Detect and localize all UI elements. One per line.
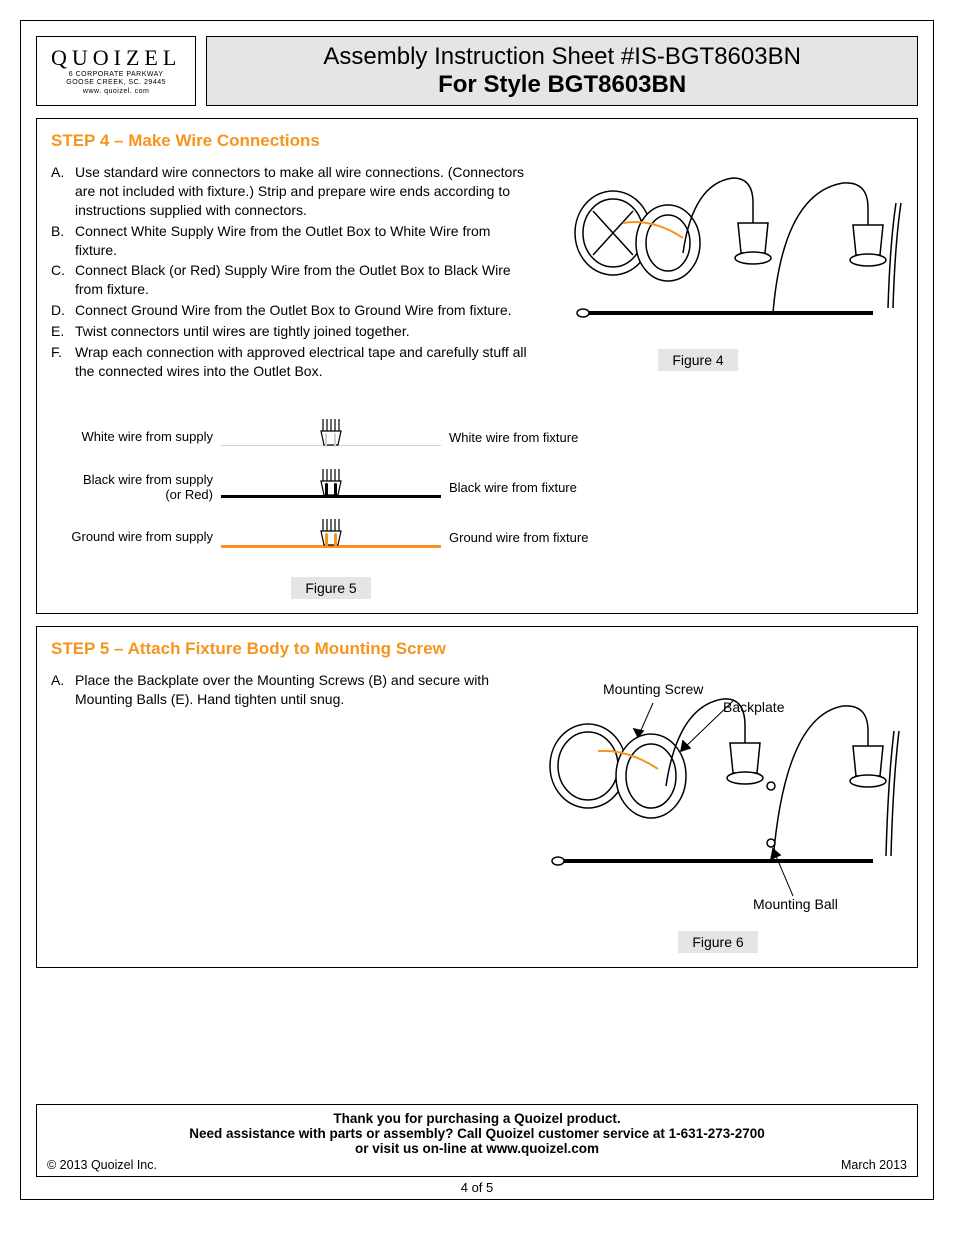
wire-stub: [334, 533, 337, 547]
footer-date: March 2013: [841, 1158, 907, 1172]
wire-row: White wire from supply White wire from fi…: [51, 413, 611, 463]
footer-line3: or visit us on-line at www.quoizel.com: [47, 1141, 907, 1156]
step4-item: F.Wrap each connection with approved ele…: [51, 343, 533, 381]
logo-addr2: GOOSE CREEK, SC. 29445: [51, 79, 181, 87]
wire-stub: [334, 433, 336, 447]
header-row: QUOIZEL 6 CORPORATE PARKWAY GOOSE CREEK,…: [21, 21, 933, 106]
item-text: Twist connectors until wires are tightly…: [75, 322, 410, 341]
dash-icon: –: [114, 131, 128, 150]
footer-line2: Need assistance with parts or assembly? …: [47, 1126, 907, 1141]
step5-prefix: STEP 5: [51, 639, 109, 658]
logo-name: QUOIZEL: [51, 45, 181, 71]
wire-graphic: [221, 413, 441, 463]
figure5-label: Figure 5: [291, 577, 370, 599]
wire-graphic: [221, 513, 441, 563]
item-text: Connect White Supply Wire from the Outle…: [75, 222, 533, 260]
figure4-label: Figure 4: [658, 349, 737, 371]
footer-bottom-row: © 2013 Quoizel Inc. March 2013: [47, 1158, 907, 1172]
item-text: Connect Ground Wire from the Outlet Box …: [75, 301, 512, 320]
item-letter: B.: [51, 222, 75, 260]
connector-icon: [318, 417, 344, 447]
wire-label-right: Black wire from fixture: [441, 480, 611, 495]
figure6-label: Figure 6: [678, 931, 757, 953]
step4-title: STEP 4 – Make Wire Connections: [51, 131, 903, 151]
logo-box: QUOIZEL 6 CORPORATE PARKWAY GOOSE CREEK,…: [36, 36, 196, 106]
wire-stub: [325, 533, 328, 547]
step4-item: A.Use standard wire connectors to make a…: [51, 163, 533, 220]
wire-label-left: Ground wire from supply: [51, 530, 221, 545]
callout-mounting-screw: Mounting Screw: [603, 681, 703, 697]
step4-body: A.Use standard wire connectors to make a…: [51, 163, 903, 383]
wire-row: Black wire from supply(or Red) Black wire…: [51, 463, 611, 513]
item-text: Use standard wire connectors to make all…: [75, 163, 533, 220]
doc-title-line1: Assembly Instruction Sheet #IS-BGT8603BN: [217, 43, 907, 71]
footer-line1: Thank you for purchasing a Quoizel produ…: [47, 1111, 907, 1126]
connector-icon: [318, 467, 344, 497]
item-letter: D.: [51, 301, 75, 320]
item-letter: A.: [51, 163, 75, 220]
step4-item: E.Twist connectors until wires are tight…: [51, 322, 533, 341]
item-letter: E.: [51, 322, 75, 341]
logo-addr1: 6 CORPORATE PARKWAY: [51, 71, 181, 79]
wire-stub: [325, 483, 328, 497]
callout-backplate: Backplate: [723, 699, 784, 715]
item-text: Wrap each connection with approved elect…: [75, 343, 533, 381]
footer-box: Thank you for purchasing a Quoizel produ…: [36, 1104, 918, 1177]
item-text: Connect Black (or Red) Supply Wire from …: [75, 261, 533, 299]
step4-instructions: A.Use standard wire connectors to make a…: [51, 163, 533, 383]
step5-title: STEP 5 – Attach Fixture Body to Mounting…: [51, 639, 471, 659]
step4-item: D.Connect Ground Wire from the Outlet Bo…: [51, 301, 533, 320]
wire-row: Ground wire from supply Ground wire from …: [51, 513, 611, 563]
item-text: Place the Backplate over the Mounting Sc…: [75, 671, 513, 709]
step5-list: A.Place the Backplate over the Mounting …: [51, 671, 513, 709]
item-letter: A.: [51, 671, 75, 709]
dash-icon: –: [114, 639, 128, 658]
wire-label-left: White wire from supply: [51, 430, 221, 445]
step4-list: A.Use standard wire connectors to make a…: [51, 163, 533, 381]
wire-label-left: Black wire from supply(or Red): [51, 473, 221, 503]
footer-copyright: © 2013 Quoizel Inc.: [47, 1158, 157, 1172]
item-letter: C.: [51, 261, 75, 299]
step4-item: C.Connect Black (or Red) Supply Wire fro…: [51, 261, 533, 299]
figure6-col: Mounting Screw Backplate Mounting Ball F…: [533, 671, 903, 953]
logo-addr3: www. quoizel. com: [51, 88, 181, 96]
doc-title-line2: For Style BGT8603BN: [217, 71, 907, 99]
step5-rest: Attach Fixture Body to Mounting Screw: [128, 639, 446, 658]
wire-label-right: White wire from fixture: [441, 430, 611, 445]
page: QUOIZEL 6 CORPORATE PARKWAY GOOSE CREEK,…: [20, 20, 934, 1200]
step4-rest: Make Wire Connections: [128, 131, 320, 150]
step4-prefix: STEP 4: [51, 131, 109, 150]
step4-item: B.Connect White Supply Wire from the Out…: [51, 222, 533, 260]
step5-instructions: A.Place the Backplate over the Mounting …: [51, 671, 513, 953]
figure6-svg: [533, 671, 903, 921]
step4-section: STEP 4 – Make Wire Connections A.Use sta…: [36, 118, 918, 614]
figure5-diagram: White wire from supply White wire from fi…: [51, 413, 611, 563]
figure4-col: Figure 4: [553, 163, 903, 383]
figure4-svg: [553, 163, 903, 343]
step5-body: A.Place the Backplate over the Mounting …: [51, 671, 903, 953]
step5-item: A.Place the Backplate over the Mounting …: [51, 671, 513, 709]
callout-mounting-ball: Mounting Ball: [753, 896, 838, 912]
wire-stub: [334, 483, 337, 497]
wire-label-right: Ground wire from fixture: [441, 530, 611, 545]
title-box: Assembly Instruction Sheet #IS-BGT8603BN…: [206, 36, 918, 106]
wire-graphic: [221, 463, 441, 513]
wire-stub: [325, 433, 327, 447]
item-letter: F.: [51, 343, 75, 381]
page-number: 4 of 5: [21, 1180, 933, 1195]
connector-icon: [318, 517, 344, 547]
step5-section: STEP 5 – Attach Fixture Body to Mounting…: [36, 626, 918, 968]
